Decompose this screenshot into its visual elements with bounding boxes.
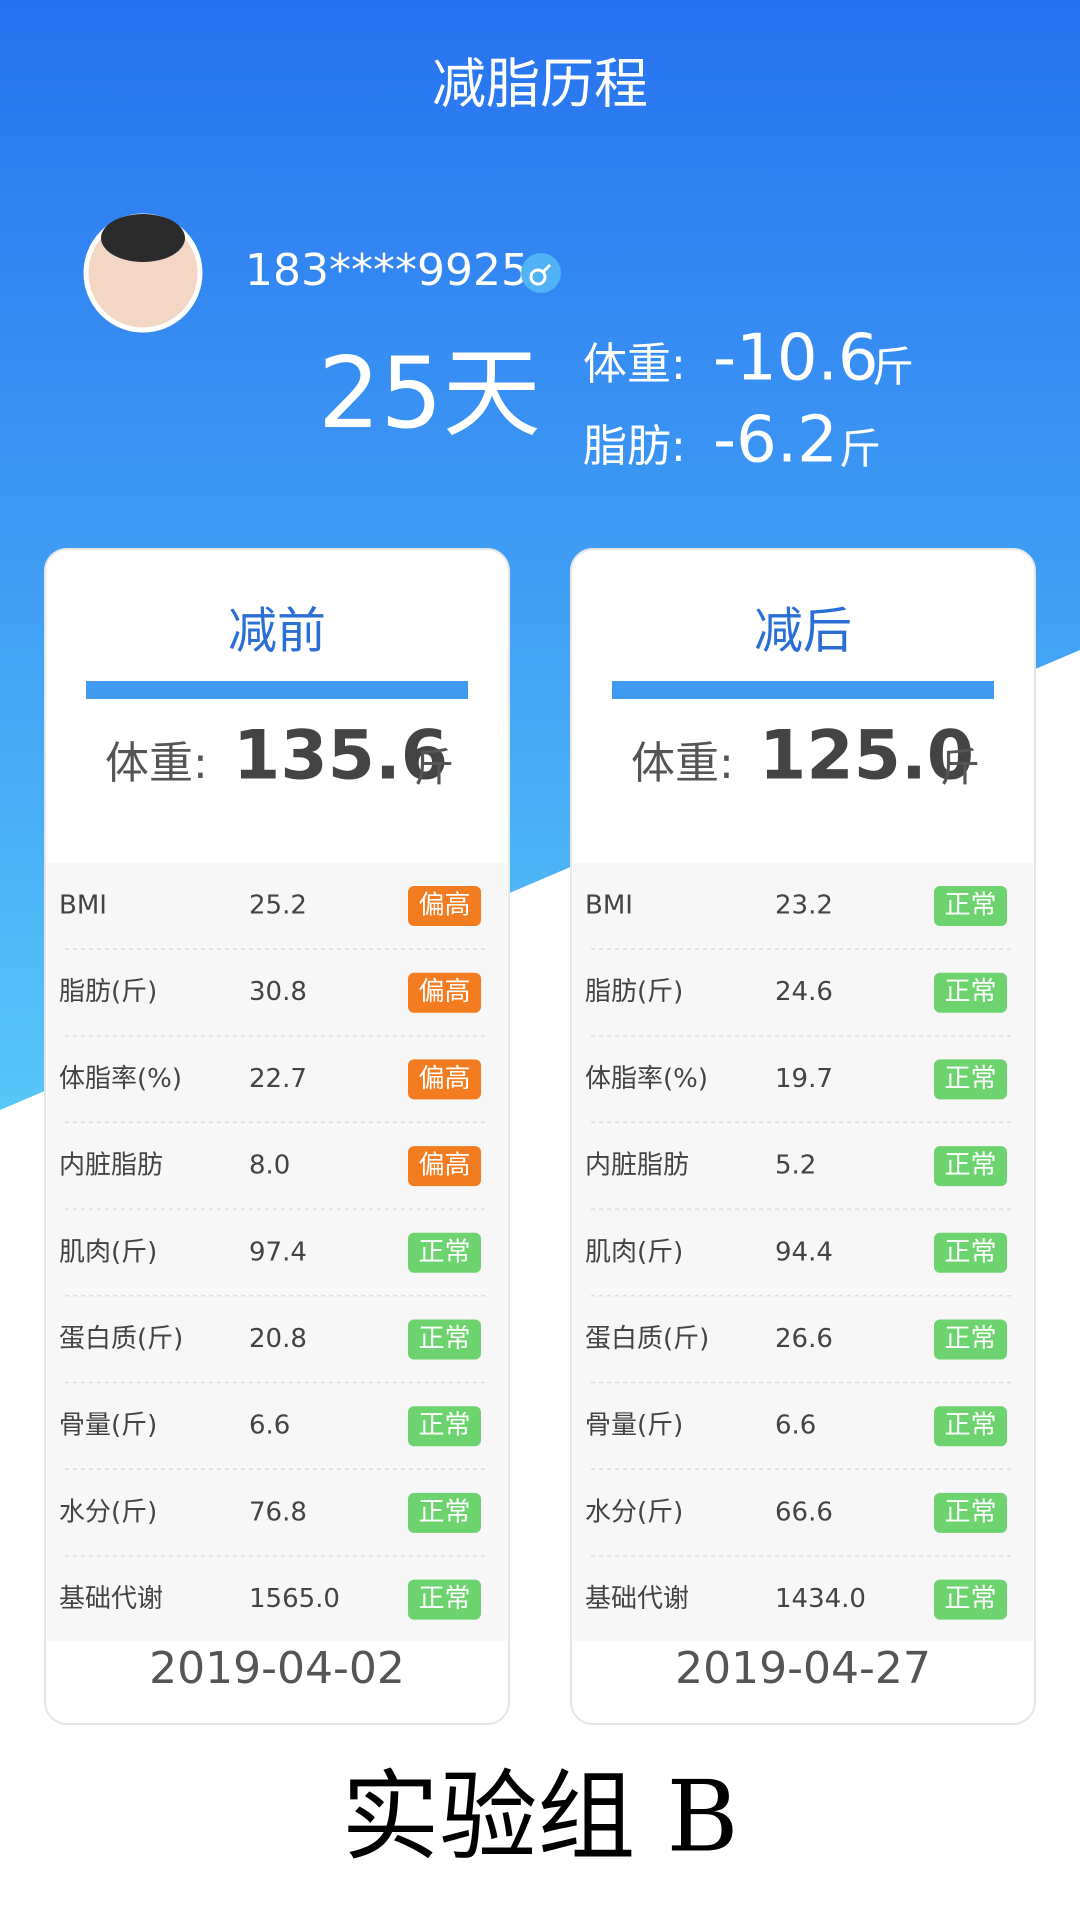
row-value: 22.7 bbox=[249, 1064, 307, 1094]
card-bar bbox=[612, 681, 994, 699]
weight-label: 体重: bbox=[583, 339, 686, 390]
status-badge bbox=[934, 1406, 1007, 1447]
row-label: 骨量(斤) bbox=[59, 1411, 157, 1441]
status-badge bbox=[934, 886, 1007, 926]
row-value: 25.2 bbox=[249, 891, 307, 921]
status-badge bbox=[934, 1232, 1007, 1273]
status-text: 正常 bbox=[944, 1411, 996, 1441]
user-phone: 183****9925 bbox=[245, 245, 529, 296]
row-value: 94.4 bbox=[775, 1237, 833, 1267]
status-text: 正常 bbox=[944, 1324, 996, 1354]
weight-change: -10.6 bbox=[713, 322, 879, 396]
fat-unit: 斤 bbox=[839, 425, 881, 474]
gender-icon bbox=[521, 253, 561, 293]
row-value: 66.6 bbox=[775, 1497, 833, 1527]
row-label: 脂肪(斤) bbox=[59, 977, 157, 1007]
row-label: 内脏脂肪 bbox=[585, 1151, 689, 1181]
row-label: 内脏脂肪 bbox=[59, 1151, 163, 1181]
card-title: 减前 bbox=[228, 603, 326, 660]
row-value: 26.6 bbox=[775, 1324, 833, 1354]
card-date: 2019-04-27 bbox=[675, 1643, 931, 1694]
status-text: 偏高 bbox=[418, 891, 470, 921]
status-badge bbox=[408, 1146, 481, 1187]
row-value: 1434.0 bbox=[775, 1584, 866, 1614]
row-value: 97.4 bbox=[249, 1237, 307, 1267]
row-value: 1565.0 bbox=[249, 1584, 340, 1614]
status-text: 正常 bbox=[944, 977, 996, 1007]
status-badge bbox=[934, 972, 1007, 1013]
row-label: BMI bbox=[585, 891, 633, 921]
card-bar bbox=[86, 681, 468, 699]
status-text: 正常 bbox=[944, 1584, 996, 1614]
row-value: 24.6 bbox=[775, 977, 833, 1007]
row-value: 20.8 bbox=[249, 1324, 307, 1354]
status-text: 偏高 bbox=[418, 977, 470, 1007]
status-badge bbox=[934, 1579, 1007, 1620]
row-label: 脂肪(斤) bbox=[585, 977, 683, 1007]
status-text: 正常 bbox=[418, 1411, 470, 1441]
avatar-hair bbox=[101, 214, 185, 262]
caption: 实验组 B bbox=[341, 1761, 738, 1875]
days: 25天 bbox=[318, 337, 541, 451]
row-value: 6.6 bbox=[249, 1411, 290, 1441]
row-value: 5.2 bbox=[775, 1151, 816, 1181]
row-label: 基础代谢 bbox=[585, 1584, 689, 1614]
row-label: 基础代谢 bbox=[59, 1584, 163, 1614]
status-badge bbox=[408, 1319, 481, 1360]
row-label: 肌肉(斤) bbox=[59, 1237, 157, 1267]
row-value: 8.0 bbox=[249, 1151, 290, 1181]
status-text: 正常 bbox=[418, 1237, 470, 1267]
weight-value: 135.6 bbox=[233, 717, 448, 796]
fat-change: -6.2 bbox=[713, 404, 838, 478]
status-badge bbox=[408, 1059, 481, 1100]
weight-unit: 斤 bbox=[872, 343, 914, 392]
page-title: 减脂历程 bbox=[432, 53, 648, 116]
row-label: 蛋白质(斤) bbox=[59, 1324, 183, 1354]
row-label: 肌肉(斤) bbox=[585, 1237, 683, 1267]
status-text: 正常 bbox=[944, 891, 996, 921]
status-badge bbox=[408, 1232, 481, 1273]
status-text: 正常 bbox=[944, 1151, 996, 1181]
status-badge bbox=[934, 1146, 1007, 1187]
weight-value: 125.0 bbox=[759, 717, 974, 796]
status-text: 正常 bbox=[944, 1497, 996, 1527]
row-label: 骨量(斤) bbox=[585, 1411, 683, 1441]
row-value: 30.8 bbox=[249, 977, 307, 1007]
row-label: 体脂率(%) bbox=[59, 1064, 182, 1094]
weight-unit: 斤 bbox=[940, 745, 980, 791]
status-badge bbox=[408, 1579, 481, 1620]
status-text: 偏高 bbox=[418, 1064, 470, 1094]
fat-label: 脂肪: bbox=[583, 421, 686, 472]
status-badge bbox=[408, 1406, 481, 1447]
status-badge bbox=[408, 972, 481, 1013]
card-title: 减后 bbox=[754, 603, 852, 660]
status-text: 偏高 bbox=[418, 1151, 470, 1181]
status-text: 正常 bbox=[944, 1237, 996, 1267]
status-badge bbox=[934, 1059, 1007, 1100]
status-badge bbox=[934, 1319, 1007, 1360]
row-value: 6.6 bbox=[775, 1411, 816, 1441]
row-label: 水分(斤) bbox=[585, 1497, 683, 1527]
weight-label: 体重: bbox=[105, 738, 208, 789]
row-label: BMI bbox=[59, 891, 107, 921]
row-value: 76.8 bbox=[249, 1497, 307, 1527]
status-text: 正常 bbox=[418, 1584, 470, 1614]
row-label: 蛋白质(斤) bbox=[585, 1324, 709, 1354]
row-value: 23.2 bbox=[775, 891, 833, 921]
row-label: 体脂率(%) bbox=[585, 1064, 708, 1094]
card-date: 2019-04-02 bbox=[149, 1643, 405, 1694]
status-text: 正常 bbox=[418, 1497, 470, 1527]
weight-unit: 斤 bbox=[414, 745, 454, 791]
row-value: 19.7 bbox=[775, 1064, 833, 1094]
status-badge bbox=[408, 886, 481, 926]
status-badge bbox=[408, 1492, 481, 1533]
status-text: 正常 bbox=[944, 1064, 996, 1094]
status-badge bbox=[934, 1492, 1007, 1533]
weight-label: 体重: bbox=[631, 738, 734, 789]
row-label: 水分(斤) bbox=[59, 1497, 157, 1527]
status-text: 正常 bbox=[418, 1324, 470, 1354]
